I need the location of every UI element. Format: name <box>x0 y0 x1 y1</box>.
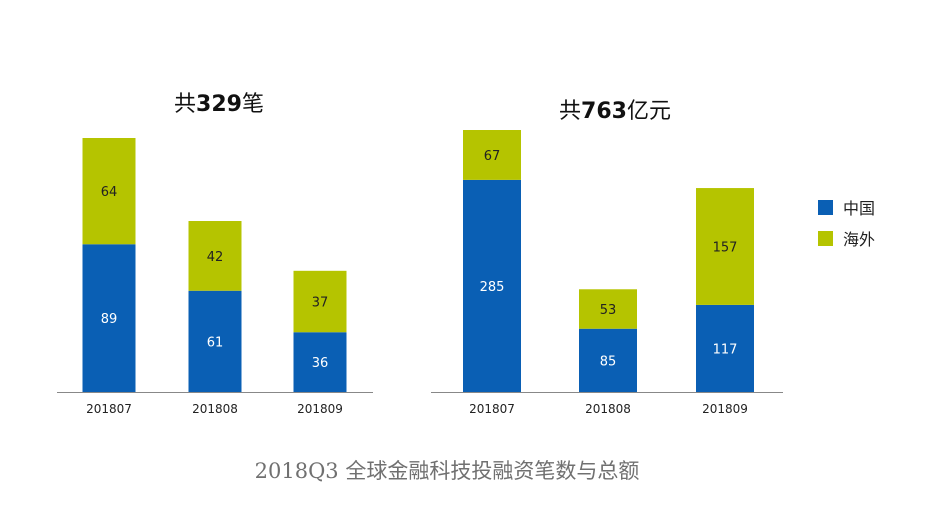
bar-overseas-201809 <box>696 188 754 305</box>
bar-china-201808 <box>188 290 242 392</box>
data-label-china-201807: 89 <box>101 312 118 327</box>
data-label-overseas-201807: 64 <box>101 185 118 200</box>
data-label-china-201808: 61 <box>207 335 224 350</box>
data-label-overseas-201808: 42 <box>207 250 224 265</box>
data-label-china-201809: 117 <box>713 342 738 357</box>
chart-caption: 2018Q3 全球金融科技投融资笔数与总额 <box>255 459 640 483</box>
legend-swatch-china <box>818 200 833 215</box>
data-label-overseas-201809: 37 <box>312 296 329 311</box>
legend-item-overseas: 海外 <box>818 230 875 249</box>
legend: 中国 海外 <box>818 199 875 249</box>
bar-china-201809 <box>293 332 347 392</box>
data-label-overseas-201809: 157 <box>713 240 738 255</box>
legend-label-china: 中国 <box>843 199 875 218</box>
chart-panel-amount: 共763亿元 285 67 85 53 117 157 201807 201808 20180… <box>431 99 783 416</box>
bar-overseas-201808 <box>188 221 242 291</box>
chart-panel-count: 共329笔 89 64 61 42 36 37 201807 201808 201809 <box>57 92 373 416</box>
x-tick-label: 201808 <box>585 402 631 416</box>
x-tick-label: 201807 <box>469 402 515 416</box>
chart-title-amount: 共763亿元 <box>559 99 671 124</box>
bar-overseas-201808 <box>579 289 637 329</box>
data-label-china-201807: 285 <box>480 280 505 295</box>
bar-china-201808 <box>579 328 637 392</box>
legend-item-china: 中国 <box>818 199 875 218</box>
data-label-china-201808: 85 <box>600 354 617 369</box>
data-label-overseas-201807: 67 <box>484 149 501 164</box>
bar-china-201807 <box>82 244 136 392</box>
bar-overseas-201807 <box>82 138 136 245</box>
data-label-china-201809: 36 <box>312 356 329 371</box>
legend-swatch-overseas <box>818 231 833 246</box>
x-tick-label: 201809 <box>297 402 343 416</box>
x-tick-label: 201808 <box>192 402 238 416</box>
bar-china-201807 <box>463 179 521 392</box>
legend-label-overseas: 海外 <box>843 230 875 249</box>
bar-overseas-201807 <box>463 130 521 180</box>
bar-overseas-201809 <box>293 270 347 333</box>
x-tick-label: 201809 <box>702 402 748 416</box>
x-tick-label: 201807 <box>86 402 132 416</box>
data-label-overseas-201808: 53 <box>600 303 617 318</box>
chart-title-count: 共329笔 <box>174 92 264 117</box>
bar-china-201809 <box>696 304 754 392</box>
